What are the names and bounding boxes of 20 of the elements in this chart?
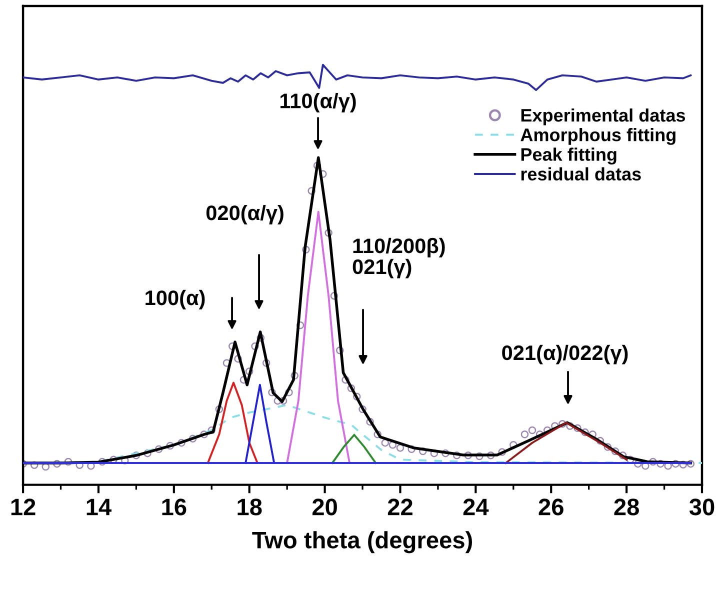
x-tick-label: 28 <box>614 498 639 516</box>
annotation: 021(α)/022(γ) <box>502 344 628 364</box>
x-tick-label: 18 <box>238 498 262 516</box>
annotation: 020(α/γ) <box>206 204 284 224</box>
annotation: 110(α/γ) <box>280 92 356 112</box>
x-tick-label: 14 <box>86 498 112 516</box>
annotation: 100(α) <box>146 290 205 310</box>
x-tick-label: 22 <box>388 498 412 516</box>
x-tick-label: 20 <box>312 498 337 516</box>
legend-label: Amorphous fitting <box>520 128 676 145</box>
annotation: 110/200β) 021(γ) <box>352 238 445 278</box>
legend-label: Experimental datas <box>521 108 686 126</box>
x-tick-label: 30 <box>689 498 714 516</box>
legend-label: Peak fitting <box>521 148 616 165</box>
legend-label: residual datas <box>521 167 641 180</box>
x-tick-label: 26 <box>538 498 564 516</box>
x-tick-label: 24 <box>463 498 489 516</box>
x-axis-title: Two theta (degrees) <box>252 531 472 554</box>
x-tick-label: 16 <box>162 498 186 516</box>
x-tick-label: 12 <box>11 498 36 516</box>
